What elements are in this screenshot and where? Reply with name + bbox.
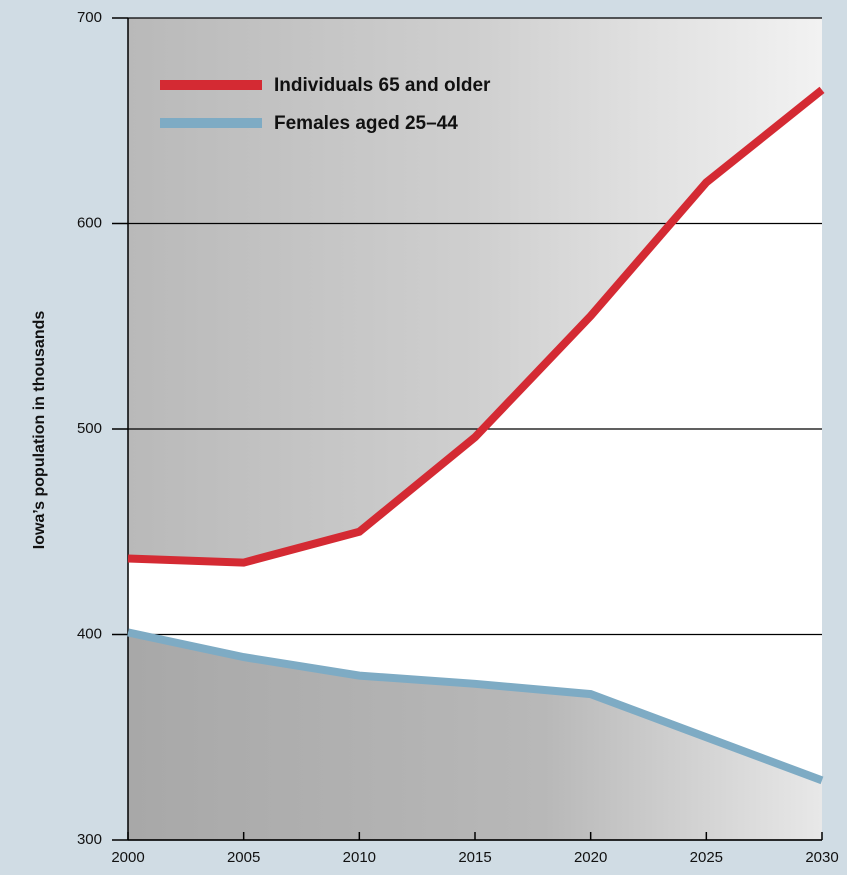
- x-tick-label: 2005: [227, 849, 260, 866]
- y-tick-label: 300: [77, 831, 102, 848]
- y-axis-title: Iowa’s population in thousands: [31, 311, 48, 550]
- y-tick-label: 700: [77, 9, 102, 26]
- x-tick-label: 2030: [805, 849, 838, 866]
- x-tick-label: 2015: [458, 849, 491, 866]
- legend-label: Individuals 65 and older: [274, 75, 491, 96]
- page: {"chart_data": {"type": "line", "y_axis_…: [0, 0, 847, 875]
- chart: Iowa’s population in thousands 300 400 500…: [0, 0, 847, 875]
- y-tick-label: 600: [77, 214, 102, 231]
- y-tick-label: 400: [77, 625, 102, 642]
- x-tick-label: 2010: [343, 849, 376, 866]
- y-tick-label: 500: [77, 420, 102, 437]
- x-tick-label: 2000: [111, 849, 144, 866]
- legend-label: Females aged 25–44: [274, 113, 458, 134]
- x-tick-label: 2020: [574, 849, 607, 866]
- x-tick-label: 2025: [690, 849, 723, 866]
